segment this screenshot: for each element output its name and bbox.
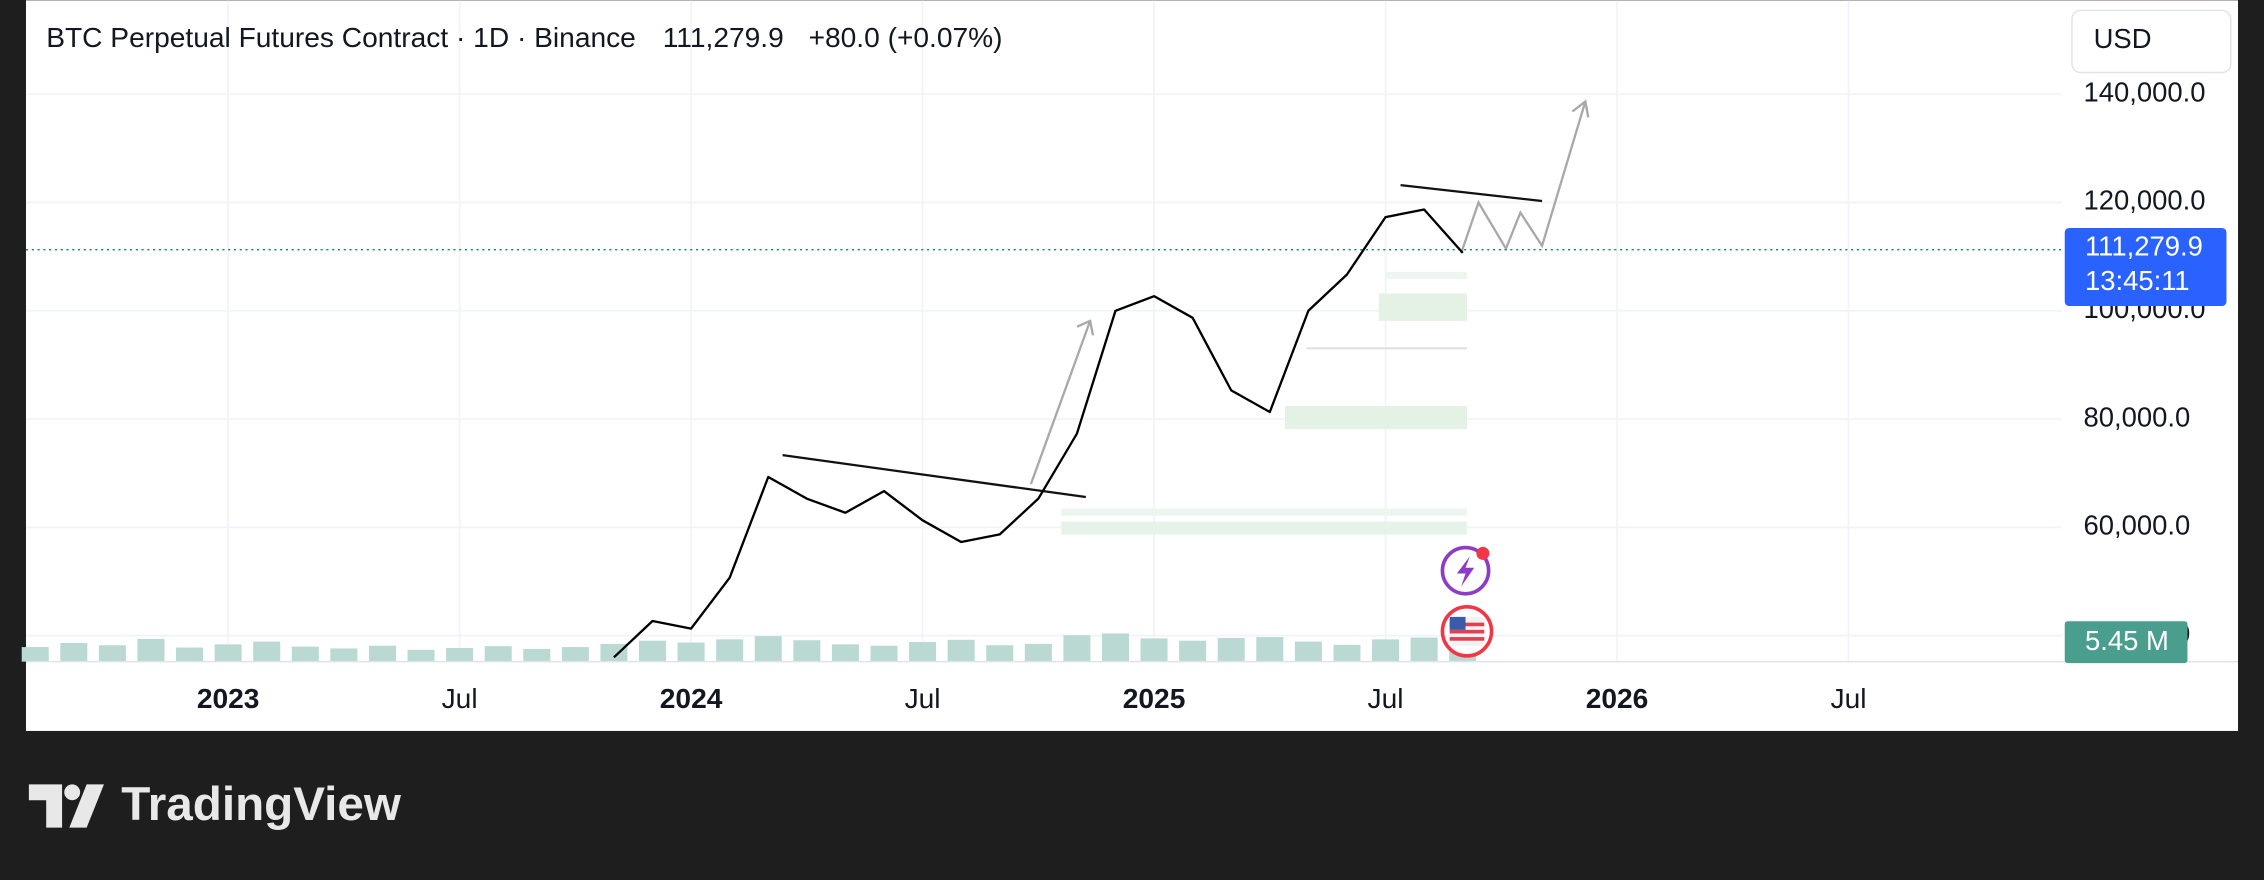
- volume-bar: [253, 641, 281, 662]
- x-tick-label: 2023: [197, 683, 260, 714]
- zone: [1061, 508, 1467, 516]
- countdown: 13:45:11: [2085, 265, 2190, 296]
- chart-title: BTC Perpetual Futures Contract · 1D · Bi…: [46, 22, 636, 53]
- x-tick-label: Jul: [905, 683, 941, 714]
- volume-bar: [793, 640, 821, 662]
- zone: [1061, 521, 1467, 535]
- logo-mark: [69, 784, 104, 828]
- volume: [21, 633, 1477, 662]
- flag-canton: [1449, 616, 1466, 630]
- event-icons: [1440, 545, 1494, 658]
- grid: [25, 0, 2062, 662]
- volume-bar: [1410, 637, 1438, 662]
- volume-bar: [677, 642, 705, 662]
- y-tick-label: 120,000.0: [2084, 185, 2206, 216]
- volume-bar: [754, 636, 782, 662]
- flag-stripe: [1449, 637, 1485, 641]
- flag-stripe: [1449, 629, 1485, 634]
- x-tick-label: 2026: [1586, 683, 1649, 714]
- volume-bar: [947, 639, 975, 662]
- volume-bar: [21, 647, 49, 662]
- price-tag: [2064, 228, 2227, 307]
- volume-bar: [523, 648, 551, 662]
- price-tag-label: 111,279.9: [2085, 231, 2203, 262]
- logo: TradingView: [28, 778, 402, 831]
- brand: TradingView: [121, 778, 402, 831]
- x-tick-label: Jul: [1368, 683, 1404, 714]
- badge: [1476, 546, 1490, 560]
- currency-button[interactable]: [2071, 9, 2232, 74]
- axis: 40,000.060,000.080,000.0100,000.0120,000…: [25, 76, 2239, 714]
- y-tick-label: 80,000.0: [2084, 401, 2191, 432]
- volume-bar: [214, 644, 242, 662]
- volume-bar: [561, 647, 589, 662]
- volume-bar: [639, 640, 667, 662]
- volume-tag-label: 5.45 M: [2085, 625, 2169, 656]
- logo-mark: [28, 784, 63, 828]
- currency-label[interactable]: USD: [2094, 23, 2152, 54]
- bolt: [1456, 556, 1475, 587]
- volume-bar: [1140, 638, 1168, 662]
- volume-bar: [446, 647, 474, 662]
- arrow-head: [1571, 99, 1590, 118]
- volume-bar: [484, 646, 512, 662]
- volume-bar: [831, 644, 859, 662]
- volume-bar: [1101, 633, 1129, 662]
- chart-panel: [25, 0, 2239, 731]
- logo-mark: [64, 784, 81, 801]
- x-tick-label: Jul: [1831, 683, 1867, 714]
- volume-bar: [60, 642, 88, 662]
- volume-bar: [716, 639, 744, 662]
- arrow-head: [1076, 319, 1095, 336]
- last-price: 111,279.9: [663, 22, 784, 53]
- volume-bar: [137, 638, 165, 662]
- series: [25, 208, 2062, 659]
- x-tick-label: 2025: [1123, 683, 1186, 714]
- volume-bar: [1024, 643, 1052, 662]
- volume-bar: [1256, 637, 1284, 662]
- zone: [1285, 406, 1467, 430]
- zone: [1378, 293, 1467, 321]
- volume-bar: [1179, 640, 1207, 662]
- volume-bar: [1294, 641, 1322, 662]
- volume-bar: [407, 649, 435, 662]
- flag-stripe: [1449, 622, 1485, 627]
- x-tick-label: Jul: [442, 683, 478, 714]
- volume-bar: [870, 645, 898, 662]
- volume-bar: [1372, 639, 1400, 662]
- y-tick-label: 60,000.0: [2084, 510, 2191, 541]
- volume-bar: [600, 643, 628, 662]
- y-tick-label: 140,000.0: [2084, 76, 2206, 107]
- x-tick-label: 2024: [660, 683, 723, 714]
- volume-bar: [291, 646, 319, 662]
- volume-bar: [986, 645, 1014, 662]
- price-change: +80.0 (+0.07%): [809, 22, 1003, 53]
- projection-arrow: [1029, 320, 1092, 485]
- trendline: [782, 454, 1086, 499]
- volume-bar: [176, 647, 204, 662]
- trendline: [1400, 184, 1543, 203]
- drawings: [782, 99, 1590, 535]
- volume-bar: [1063, 635, 1091, 662]
- volume-bar: [1217, 637, 1245, 662]
- projection-arrow: [1460, 101, 1587, 254]
- volume-bar: [909, 642, 937, 662]
- volume-bar: [368, 645, 396, 662]
- volume-tag: [2064, 621, 2188, 664]
- volume-bar: [98, 645, 126, 662]
- volume-bar: [1333, 644, 1361, 662]
- zone: [1386, 271, 1467, 280]
- price-line: [613, 208, 1464, 659]
- volume-bar: [330, 648, 358, 662]
